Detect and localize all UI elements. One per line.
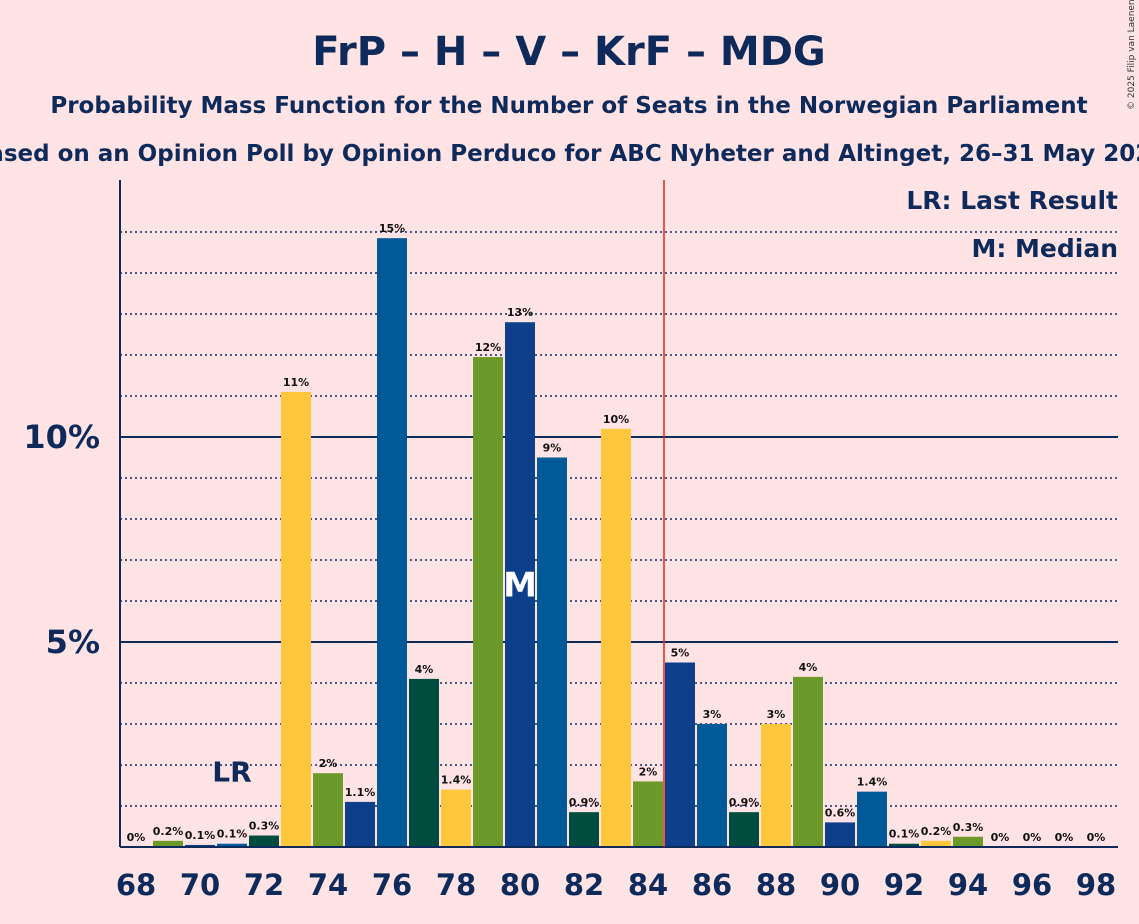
bar-seat-87 bbox=[729, 812, 759, 847]
bar-seat-73 bbox=[281, 391, 311, 847]
x-tick-label: 96 bbox=[1012, 868, 1052, 902]
x-tick-label: 82 bbox=[564, 868, 604, 902]
bar-value-label: 0.1% bbox=[185, 829, 216, 842]
bar-value-label: 15% bbox=[379, 222, 405, 235]
bar-seat-74 bbox=[313, 773, 343, 847]
bar-value-label: 4% bbox=[799, 661, 818, 674]
axes: 5% 10% 68 70 72 74 76 78 80 82 84 86 88 90 92 94 96 98 bbox=[23, 180, 1118, 902]
x-tick-label: 92 bbox=[884, 868, 924, 902]
bar-seat-86 bbox=[697, 724, 727, 847]
chart-subtitle-poll: Based on an Opinion Poll by Opinion Perd… bbox=[0, 141, 1139, 167]
x-tick-label: 94 bbox=[948, 868, 988, 902]
bar-value-label: 5% bbox=[671, 647, 690, 660]
x-tick-label: 72 bbox=[244, 868, 284, 902]
x-tick-label: 84 bbox=[628, 868, 668, 902]
bar-seat-88 bbox=[761, 724, 791, 847]
bar-seat-92 bbox=[889, 843, 919, 847]
copyright-notice: © 2025 Filip van Laenen bbox=[1127, 0, 1137, 110]
x-tick-label: 78 bbox=[436, 868, 476, 902]
bar-seat-71 bbox=[217, 843, 247, 847]
bar-value-label: 1.1% bbox=[345, 786, 376, 799]
x-tick-label: 80 bbox=[500, 868, 540, 902]
bar-seat-77 bbox=[409, 678, 439, 847]
x-tick-label: 90 bbox=[820, 868, 860, 902]
bar-value-label: 0.2% bbox=[153, 825, 184, 838]
y-tick-label: 10% bbox=[23, 418, 100, 456]
x-tick-label: 86 bbox=[692, 868, 732, 902]
bar-seat-84 bbox=[633, 781, 663, 847]
bar-seat-94 bbox=[953, 836, 983, 847]
bar-value-label: 3% bbox=[767, 708, 786, 721]
bar-seat-70 bbox=[185, 844, 215, 847]
bar-seat-69 bbox=[153, 840, 183, 847]
bar-labels: 0% 0.2% 0.1% 0.1%0.3%11%2%1.1%15%4%1.4%12%1… bbox=[127, 222, 1106, 844]
bar-value-label: 0.3% bbox=[249, 820, 280, 833]
chart-title: FrP – H – V – KrF – MDG bbox=[312, 29, 826, 75]
bar-seat-81 bbox=[537, 457, 567, 847]
bars bbox=[153, 238, 983, 847]
x-tick-label: 76 bbox=[372, 868, 412, 902]
x-tick-label: 70 bbox=[180, 868, 220, 902]
bar-seat-83 bbox=[601, 428, 631, 847]
bar-seat-82 bbox=[569, 812, 599, 847]
bar-seat-75 bbox=[345, 801, 375, 847]
bar-seat-93 bbox=[921, 840, 951, 847]
bar-value-label: 0.9% bbox=[569, 796, 600, 809]
bar-seat-91 bbox=[857, 791, 887, 847]
bar-value-label: 0.1% bbox=[889, 828, 920, 841]
bar-value-label: 0% bbox=[1023, 831, 1042, 844]
legend-last-result: LR: Last Result bbox=[906, 186, 1118, 215]
bar-seat-85 bbox=[665, 662, 695, 847]
legend-median: M: Median bbox=[971, 234, 1118, 263]
bar-value-label: 1.4% bbox=[441, 774, 472, 787]
bar-value-label: 0.1% bbox=[217, 828, 248, 841]
bar-value-label: 0.9% bbox=[729, 796, 760, 809]
bar-seat-89 bbox=[793, 676, 823, 847]
bar-value-label: 0% bbox=[1055, 831, 1074, 844]
chart-subtitle: Probability Mass Function for the Number… bbox=[50, 93, 1087, 119]
x-tick-label: 68 bbox=[116, 868, 156, 902]
bar-seat-72 bbox=[249, 835, 279, 847]
bar-value-label: 2% bbox=[639, 765, 658, 778]
bar-value-label: 13% bbox=[507, 306, 533, 319]
bar-value-label: 9% bbox=[543, 442, 562, 455]
bar-value-label: 11% bbox=[283, 376, 309, 389]
bar-value-label: 10% bbox=[603, 413, 629, 426]
x-tick-label: 88 bbox=[756, 868, 796, 902]
bar-value-label: 0% bbox=[1087, 831, 1106, 844]
bar-value-label: 0% bbox=[127, 831, 146, 844]
bar-value-label: 3% bbox=[703, 708, 722, 721]
bar-seat-79 bbox=[473, 357, 503, 847]
bar-value-label: 1.4% bbox=[857, 776, 888, 789]
y-tick-label: 5% bbox=[46, 623, 100, 661]
bar-value-label: 0.6% bbox=[825, 806, 856, 819]
last-result-marker: LR bbox=[212, 756, 251, 789]
bar-value-label: 2% bbox=[319, 757, 338, 770]
bar-seat-76 bbox=[377, 238, 407, 847]
x-tick-label: 98 bbox=[1076, 868, 1116, 902]
median-marker: M bbox=[503, 566, 537, 606]
bar-value-label: 4% bbox=[415, 663, 434, 676]
bar-seat-80 bbox=[505, 322, 535, 847]
bar-seat-78 bbox=[441, 789, 471, 847]
bar-value-label: 0.2% bbox=[921, 825, 952, 838]
bar-value-label: 0% bbox=[991, 831, 1010, 844]
bar-seat-90 bbox=[825, 822, 855, 847]
bar-value-label: 12% bbox=[475, 341, 501, 354]
x-tick-label: 74 bbox=[308, 868, 348, 902]
bar-value-label: 0.3% bbox=[953, 821, 984, 834]
